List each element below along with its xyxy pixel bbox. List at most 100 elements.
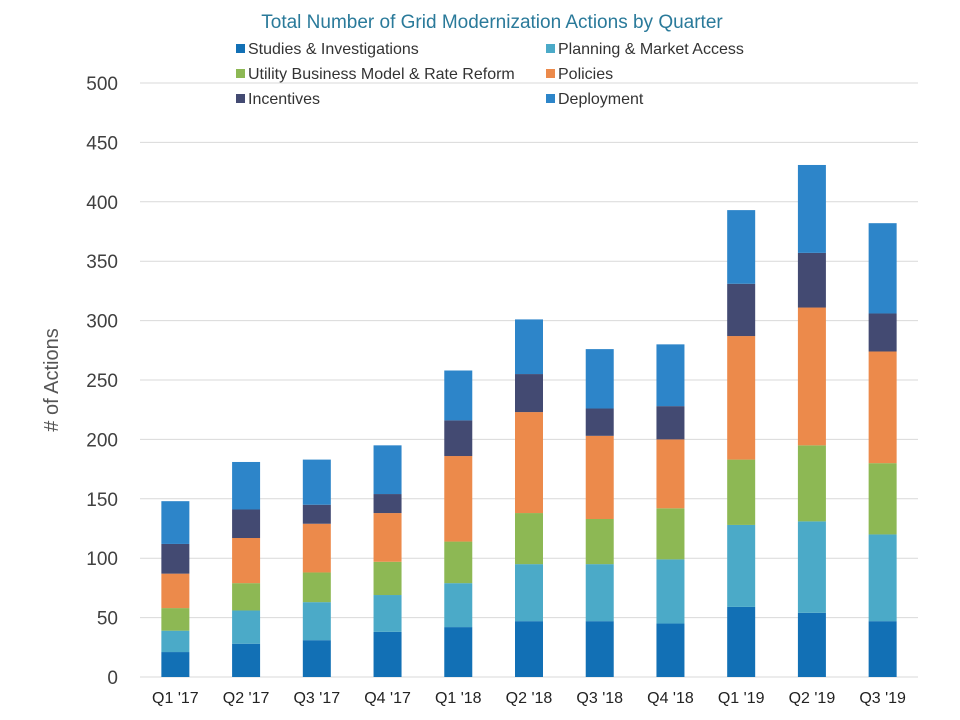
bar-segment	[444, 456, 473, 542]
bar-segment	[656, 508, 685, 560]
bar-segment	[656, 406, 685, 440]
bar-segment	[373, 595, 402, 632]
legend-swatch	[236, 69, 245, 78]
y-tick-label: 500	[86, 74, 118, 95]
bar-segment	[232, 583, 261, 611]
x-tick-label: Q4 '17	[364, 690, 411, 707]
legend-label: Studies & Investigations	[248, 41, 419, 58]
bar-segment	[585, 349, 614, 409]
chart-title: Total Number of Grid Modernization Actio…	[261, 12, 723, 33]
bar-segment	[515, 564, 543, 622]
x-tick-label: Q4 '18	[647, 690, 694, 707]
legend-label: Utility Business Model & Rate Reform	[248, 66, 515, 83]
bar-segment	[656, 559, 685, 624]
bar-segment	[868, 223, 897, 314]
legend-label: Incentives	[248, 91, 320, 108]
bar-segment	[302, 572, 331, 603]
legend-swatch	[236, 94, 245, 103]
x-axis-ticks: Q1 '17 Q2 '17 Q3 '17 Q4 '17 Q1 '18 Q2 '18 Q3 '…	[152, 690, 906, 707]
legend-label: Deployment	[558, 91, 644, 108]
bar-segment	[232, 643, 261, 677]
bar-segment	[302, 459, 331, 505]
legend-label: Policies	[558, 66, 613, 83]
legend-label: Planning & Market Access	[558, 41, 744, 58]
y-tick-label: 450	[86, 133, 118, 154]
legend-swatch	[546, 69, 555, 78]
x-tick-label: Q1 '17	[152, 690, 199, 707]
bar-segment	[727, 459, 756, 525]
y-tick-label: 400	[86, 193, 118, 214]
bar-segment	[302, 602, 331, 641]
y-tick-label: 300	[86, 312, 118, 333]
bar-segment	[373, 631, 402, 677]
bar-segment	[302, 504, 331, 524]
bar-segment	[868, 351, 897, 464]
bar-segment	[302, 640, 331, 677]
bar-segment	[161, 573, 190, 609]
y-tick-label: 250	[86, 371, 118, 392]
chart-legend: Studies & Investigations Planning & Marke…	[236, 41, 744, 108]
y-tick-label: 200	[86, 430, 118, 451]
bar-segment	[585, 518, 614, 565]
x-tick-label: Q1 '19	[718, 690, 765, 707]
legend-swatch	[546, 94, 555, 103]
x-tick-label: Q3 '17	[293, 690, 340, 707]
y-tick-label: 50	[97, 609, 118, 630]
bar-segment	[727, 336, 756, 460]
y-tick-label: 150	[86, 490, 118, 511]
bar-segment	[727, 210, 756, 284]
y-axis-label: # of Actions	[41, 328, 63, 431]
bar-segment	[373, 494, 402, 514]
bar-segment	[232, 610, 261, 644]
x-tick-label: Q2 '19	[789, 690, 836, 707]
x-tick-label: Q3 '18	[576, 690, 623, 707]
x-tick-label: Q2 '18	[506, 690, 553, 707]
bar-segment	[868, 313, 897, 352]
bar-segment	[232, 538, 261, 584]
bar-segment	[232, 461, 261, 510]
x-tick-label: Q3 '19	[859, 690, 906, 707]
bar-segment	[373, 513, 402, 562]
bar-segment	[161, 630, 190, 653]
bar-segment	[232, 509, 261, 539]
bar-segment	[797, 612, 826, 677]
bar-segment	[373, 445, 402, 495]
bar-segment	[373, 561, 402, 596]
y-tick-label: 350	[86, 252, 118, 273]
bar-segment	[444, 627, 473, 677]
y-axis-ticks: 0 50 100 150 200 250 300 350 400 450 500	[86, 74, 118, 689]
bar-segment	[515, 621, 543, 677]
legend-swatch	[236, 44, 245, 53]
bar-segment	[585, 621, 614, 677]
bar-segment	[656, 344, 685, 407]
bar-segment	[515, 374, 543, 413]
bar-segment	[797, 307, 826, 446]
legend-swatch	[546, 44, 555, 53]
bar-segment	[161, 652, 190, 677]
bar-segment	[161, 608, 190, 631]
bar-segment	[515, 319, 543, 375]
bar-segment	[727, 283, 756, 337]
y-tick-label: 100	[86, 549, 118, 570]
bar-segment	[868, 534, 897, 622]
bar-segment	[585, 435, 614, 519]
bar-segment	[868, 621, 897, 677]
bar-segment	[797, 164, 826, 253]
bar-segment	[302, 523, 331, 573]
bar-segment	[585, 564, 614, 622]
x-tick-label: Q2 '17	[223, 690, 270, 707]
bar-segment	[797, 445, 826, 522]
bar-segment	[585, 408, 614, 436]
bar-segment	[515, 513, 543, 565]
bar-segment	[444, 420, 473, 457]
y-tick-label: 0	[107, 668, 118, 689]
bar-segment	[797, 252, 826, 308]
bar-segment	[656, 439, 685, 509]
bar-segment	[444, 370, 473, 421]
bar-segment	[727, 606, 756, 677]
bar-segment	[515, 412, 543, 514]
x-tick-label: Q1 '18	[435, 690, 482, 707]
bar-segment	[868, 463, 897, 535]
